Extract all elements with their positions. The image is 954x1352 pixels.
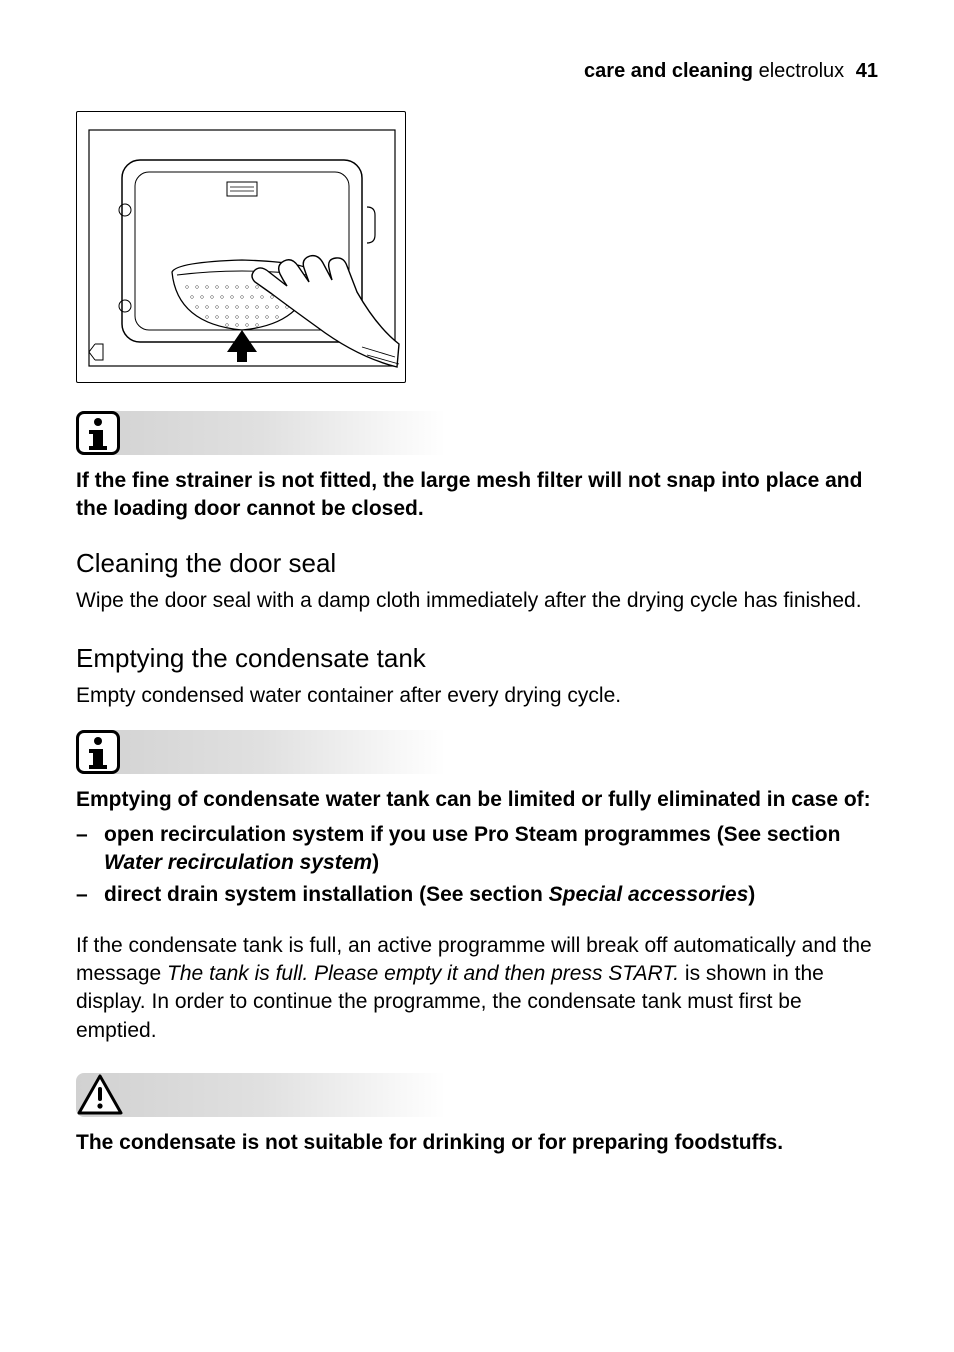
list-item: direct drain system installation (See se… — [76, 881, 878, 909]
bullet-text-em: Special accessories — [549, 883, 749, 906]
list-item: open recirculation system if you use Pro… — [76, 821, 878, 878]
info-callout-1 — [76, 411, 878, 455]
icon-shadow — [76, 730, 446, 774]
info-icon — [76, 730, 120, 774]
heading-door-seal: Cleaning the door seal — [76, 548, 878, 579]
conditions-list: open recirculation system if you use Pro… — [76, 821, 878, 910]
header-section: care and cleaning — [584, 60, 753, 82]
filter-illustration — [76, 111, 406, 383]
warning-icon — [76, 1073, 124, 1117]
bullet-text-pre: direct drain system installation (See se… — [104, 883, 549, 906]
para-message: The tank is full. Please empty it and th… — [167, 962, 679, 985]
body-tank-full: If the condensate tank is full, an activ… — [76, 932, 878, 1045]
bullet-text-pre: open recirculation system if you use Pro… — [104, 823, 840, 846]
note-fine-strainer: If the fine strainer is not fitted, the … — [76, 467, 878, 524]
bullet-text-post: ) — [372, 851, 379, 874]
bullet-text-post: ) — [748, 883, 755, 906]
note-emptying-limited: Emptying of condensate water tank can be… — [76, 786, 878, 814]
header-page-number: 41 — [856, 60, 878, 82]
info-icon — [76, 411, 120, 455]
info-callout-2 — [76, 730, 878, 774]
header-brand: electrolux — [759, 60, 845, 82]
icon-shadow — [76, 411, 446, 455]
warning-text: The condensate is not suitable for drink… — [76, 1129, 878, 1157]
page-header: care and cleaning electrolux 41 — [76, 60, 878, 83]
body-door-seal: Wipe the door seal with a damp cloth imm… — [76, 587, 878, 615]
icon-shadow — [76, 1073, 446, 1117]
heading-condensate-tank: Emptying the condensate tank — [76, 643, 878, 674]
bullet-text-em: Water recirculation system — [104, 851, 372, 874]
body-condensate-tank: Empty condensed water container after ev… — [76, 682, 878, 710]
warning-callout — [76, 1073, 878, 1117]
